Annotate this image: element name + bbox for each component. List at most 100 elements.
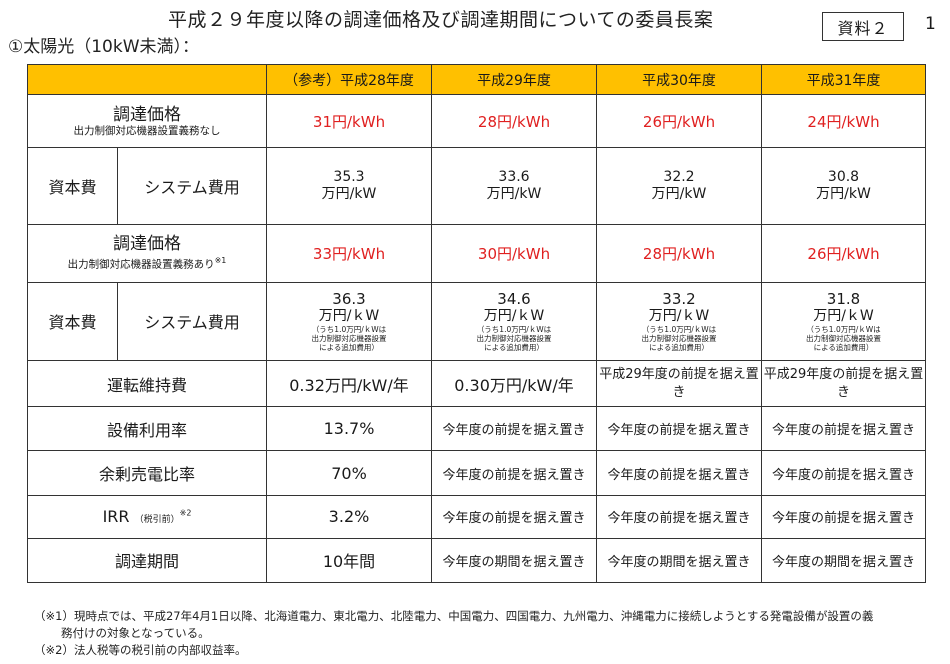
capital-cost-note: 出力制御対応機器設置 xyxy=(476,333,552,343)
row-label: 調達期間 xyxy=(27,537,267,584)
capital-cost-note: による追加費用） xyxy=(319,342,379,352)
table-row: 調達価格 出力制御対応機器設置義務あり※1 33円/kWh 30円/kWh 28… xyxy=(27,223,926,283)
price-cell: 33円/kWh xyxy=(266,223,432,283)
table-header-row: （参考）平成28年度 平成29年度 平成30年度 平成31年度 xyxy=(27,63,926,96)
row-label: 資本費 xyxy=(27,147,118,225)
value-cell: 今年度の前提を据え置き xyxy=(431,494,597,539)
value-cell: 今年度の期間を据え置き xyxy=(431,537,597,584)
row-label: 調達価格 出力制御対応機器設置義務なし xyxy=(27,94,267,149)
header-blank-cell xyxy=(27,63,267,96)
capital-cost-unit: 万円/kW xyxy=(486,185,542,202)
column-header: 平成31年度 xyxy=(761,63,926,96)
capital-cost-value: 36.3 xyxy=(332,289,366,308)
capital-cost-unit: 万円/kW xyxy=(816,185,871,202)
value-cell: 今年度の前提を据え置き xyxy=(431,406,597,452)
capital-cost-unit: 万円/kW xyxy=(651,185,707,202)
footnote-1-continued: 務付けの対象となっている。 xyxy=(61,626,210,640)
row-label-main: 調達価格 xyxy=(113,234,181,255)
row-label: 調達価格 出力制御対応機器設置義務あり※1 xyxy=(27,223,267,283)
value-cell: 今年度の前提を据え置き xyxy=(596,494,762,539)
capital-cost-note: による追加費用） xyxy=(649,342,709,352)
row-label-main: 調達価格 xyxy=(113,104,181,125)
table-row: 設備利用率 13.7% 今年度の前提を据え置き 今年度の前提を据え置き 今年度の… xyxy=(27,406,926,452)
column-header: 平成30年度 xyxy=(596,63,762,96)
value-cell: 今年度の前提を据え置き xyxy=(761,494,926,539)
row-label: 設備利用率 xyxy=(27,406,267,452)
value-cell: 0.32万円/kW/年 xyxy=(266,360,432,408)
capital-cost-value: 33.2 xyxy=(662,289,696,308)
table-row: 余剰売電比率 70% 今年度の前提を据え置き 今年度の前提を据え置き 今年度の前… xyxy=(27,450,926,496)
capital-cost-cell: 30.8 万円/kW xyxy=(761,147,926,225)
value-cell: 13.7% xyxy=(266,406,432,452)
price-cell: 26円/kWh xyxy=(761,223,926,283)
irr-label: IRR xyxy=(102,507,130,527)
value-cell: 今年度の前提を据え置き xyxy=(431,450,597,496)
capital-cost-value: 30.8 xyxy=(827,168,860,185)
column-header: （参考）平成28年度 xyxy=(266,63,432,96)
table-row: 調達期間 10年間 今年度の期間を据え置き 今年度の期間を据え置き 今年度の期間… xyxy=(27,537,926,584)
capital-cost-cell: 36.3 万円/ｋW （うち1.0万円/ｋWは 出力制御対応機器設置 による追加… xyxy=(266,281,432,362)
capital-cost-value: 35.3 xyxy=(333,168,365,185)
capital-cost-note: （うち1.0万円/ｋWは xyxy=(641,324,717,334)
value-cell: 平成29年度の前提を据え置き xyxy=(596,360,762,408)
row-label: 運転維持費 xyxy=(27,360,267,408)
value-cell: 10年間 xyxy=(266,537,432,584)
price-cell: 28円/kWh xyxy=(596,223,762,283)
value-cell: 今年度の前提を据え置き xyxy=(761,450,926,496)
row-label: 余剰売電比率 xyxy=(27,450,267,496)
row-label-sub: 出力制御対応機器設置義務あり※1 xyxy=(29,254,266,272)
capital-cost-value: 32.2 xyxy=(663,168,695,185)
capital-cost-cell: 34.6 万円/ｋW （うち1.0万円/ｋWは 出力制御対応機器設置 による追加… xyxy=(431,281,597,362)
value-cell: 今年度の期間を据え置き xyxy=(596,537,762,584)
capital-cost-cell: 33.2 万円/ｋW （うち1.0万円/ｋWは 出力制御対応機器設置 による追加… xyxy=(596,281,762,362)
capital-cost-unit: 万円/kW xyxy=(321,185,377,202)
footnote-mark: ※1 xyxy=(214,256,227,266)
footnotes: （※1）現時点では、平成27年4月1日以降、北海道電力、東北電力、北陸電力、中国… xyxy=(34,608,924,659)
capital-cost-note: （うち1.0万円/ｋWは xyxy=(311,324,387,334)
value-cell: 今年度の前提を据え置き xyxy=(596,450,762,496)
row-label: 資本費 xyxy=(27,281,118,362)
column-header: 平成29年度 xyxy=(431,63,597,96)
table-row: 運転維持費 0.32万円/kW/年 0.30万円/kW/年 平成29年度の前提を… xyxy=(27,360,926,408)
price-cell: 28円/kWh xyxy=(431,94,597,149)
capital-cost-value: 31.8 xyxy=(826,289,861,308)
table-row: 資本費 システム費用 36.3 万円/ｋW （うち1.0万円/ｋWは 出力制御対… xyxy=(27,281,926,362)
row-label-sub: 出力制御対応機器設置義務なし xyxy=(73,124,221,137)
capital-cost-cell: 32.2 万円/kW xyxy=(596,147,762,225)
capital-cost-value: 34.6 xyxy=(497,289,531,308)
irr-label-small: （税引前） xyxy=(134,515,180,526)
capital-cost-cell: 31.8 万円/ｋW （うち1.0万円/ｋWは 出力制御対応機器設置 による追加… xyxy=(761,281,926,362)
capital-cost-cell: 35.3 万円/kW xyxy=(266,147,432,225)
footnote-2: （※2）法人税等の税引前の内部収益率。 xyxy=(34,643,247,657)
capital-cost-note: （うち1.0万円/ｋWは xyxy=(806,324,881,334)
table-row: 調達価格 出力制御対応機器設置義務なし 31円/kWh 28円/kWh 26円/… xyxy=(27,94,926,149)
table-row: IRR （税引前）※2 3.2% 今年度の前提を据え置き 今年度の前提を据え置き… xyxy=(27,494,926,539)
capital-cost-note: 出力制御対応機器設置 xyxy=(806,333,881,343)
value-cell: 70% xyxy=(266,450,432,496)
capital-cost-note: による追加費用） xyxy=(813,342,874,352)
capital-cost-value: 33.6 xyxy=(498,168,530,185)
row-label-sub-text: 出力制御対応機器設置義務あり xyxy=(67,258,215,271)
footnote-1: （※1）現時点では、平成27年4月1日以降、北海道電力、東北電力、北陸電力、中国… xyxy=(34,609,874,623)
value-cell: 今年度の前提を据え置き xyxy=(596,406,762,452)
value-cell: 今年度の前提を据え置き xyxy=(761,406,926,452)
value-cell: 3.2% xyxy=(266,494,432,539)
capital-cost-note: 出力制御対応機器設置 xyxy=(311,333,387,343)
price-cell: 30円/kWh xyxy=(431,223,597,283)
footnote-mark: ※2 xyxy=(179,508,192,518)
page-title: 平成２９年度以降の調達価格及び調達期間についての委員長案 xyxy=(168,9,714,31)
capital-cost-unit: 万円/ｋW xyxy=(648,307,710,324)
row-sublabel: システム費用 xyxy=(117,281,267,362)
capital-cost-note: （うち1.0万円/ｋWは xyxy=(476,324,552,334)
row-sublabel: システム費用 xyxy=(117,147,267,225)
price-cell: 31円/kWh xyxy=(266,94,432,149)
price-cell: 24円/kWh xyxy=(761,94,926,149)
price-cell: 26円/kWh xyxy=(596,94,762,149)
section-subtitle: ①太陽光（10kW未満）： xyxy=(8,37,200,57)
value-cell: 平成29年度の前提を据え置き xyxy=(761,360,926,408)
value-cell: 今年度の期間を据え置き xyxy=(761,537,926,584)
capital-cost-unit: 万円/ｋW xyxy=(483,307,545,324)
table-row: 資本費 システム費用 35.3 万円/kW 33.6 万円/kW 32.2 万円… xyxy=(27,147,926,225)
value-cell: 0.30万円/kW/年 xyxy=(431,360,597,408)
capital-cost-unit: 万円/ｋW xyxy=(813,307,874,324)
